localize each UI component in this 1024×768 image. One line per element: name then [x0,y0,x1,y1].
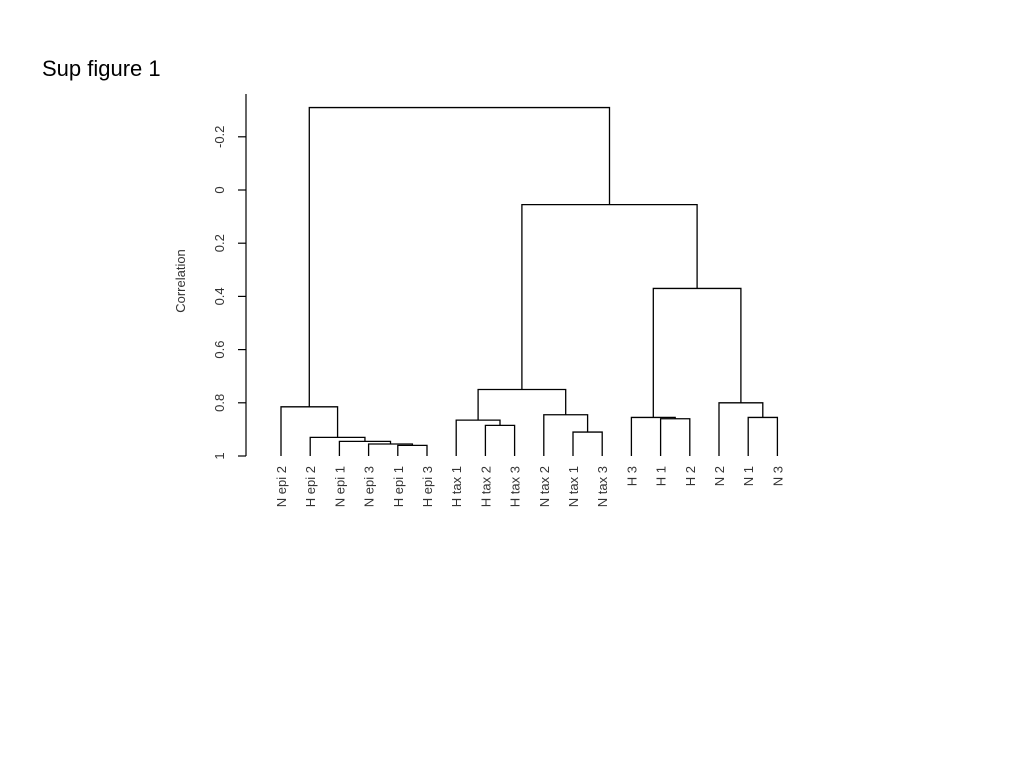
dendrogram-link [309,436,366,456]
y-tick-label: 0.2 [212,234,227,252]
leaf-label: H tax 1 [449,466,464,507]
dendrogram-link [630,416,676,456]
dendrogram-link [484,424,516,456]
dendrogram-link [659,418,691,456]
dendrogram-link [308,106,611,407]
y-tick-label: 0.8 [212,394,227,412]
dendrogram-link [477,388,567,421]
dendrogram-link [397,444,428,456]
dendrogram-tree [280,106,779,456]
y-tick-label: 0 [212,186,227,193]
leaf-label: N tax 1 [566,466,581,507]
dendrogram-link [280,406,339,456]
leaf-labels: N epi 2 H epi 2 N epi 1 N epi 3 H epi 1 H epi… [274,466,785,507]
leaf-label: H tax 2 [478,466,493,507]
y-tick-label: 0.4 [212,287,227,305]
dendrogram-link [521,203,698,390]
y-tick-label: -0.2 [212,126,227,148]
leaf-label: H 2 [683,466,698,486]
leaf-label: N epi 3 [362,466,377,507]
leaf-label: N tax 2 [537,466,552,507]
figure-title: Sup figure 1 [42,56,161,81]
leaf-label: H epi 2 [303,466,318,507]
leaf-label: H 1 [654,466,669,486]
dendrogram-link [652,287,742,418]
dendrogram-link [718,402,764,456]
dendrogram-link [572,431,603,456]
leaf-label: H 3 [624,466,639,486]
leaf-label: N 2 [712,466,727,486]
leaf-label: N 3 [770,466,785,486]
y-tick-label: 0.6 [212,341,227,359]
leaf-label: N tax 3 [595,466,610,507]
y-axis-label: Correlation [173,249,188,313]
dendrogram-link [747,416,779,456]
y-axis: -0.2 0 0.2 0.4 0.6 0.8 1 [212,94,247,460]
leaf-label: N 1 [741,466,756,486]
leaf-label: H epi 1 [391,466,406,507]
leaf-label: N epi 2 [274,466,289,507]
leaf-label: N epi 1 [332,466,347,507]
leaf-label: H epi 3 [420,466,435,507]
leaf-label: H tax 3 [508,466,523,507]
dendrogram-link [543,414,589,456]
y-tick-label: 1 [212,452,227,459]
